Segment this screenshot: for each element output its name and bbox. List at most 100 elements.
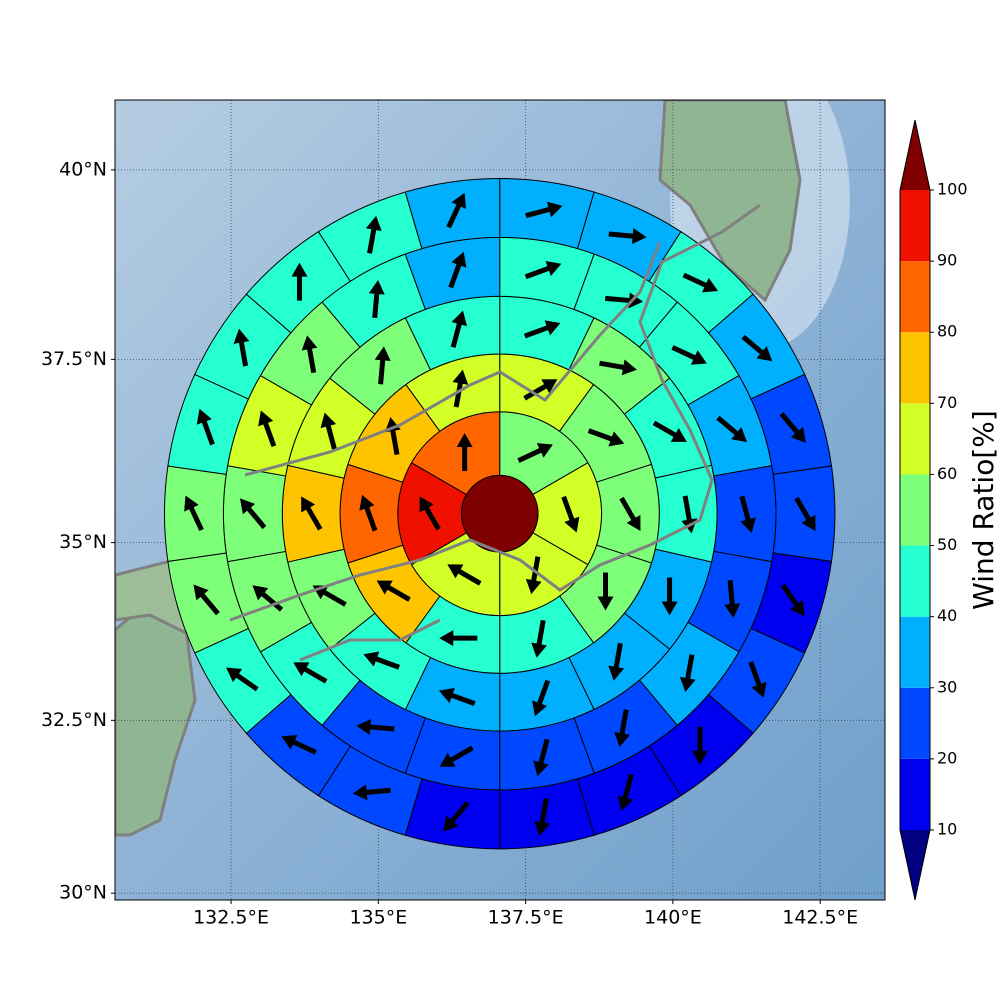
wind-arrow (524, 261, 562, 280)
colorbar-bin (900, 261, 930, 333)
colorbar-bin (900, 545, 930, 617)
y-tick-label: 32.5°N (41, 709, 107, 731)
wind-arrow (301, 335, 318, 374)
wind-arrow (682, 272, 719, 293)
wind-arrow (419, 496, 441, 531)
wind-arrow (363, 651, 400, 670)
wind-arrow (226, 667, 259, 692)
x-tick-label: 142.5°E (782, 907, 858, 929)
colorbar-tick-label: 20 (937, 748, 957, 767)
wind-arrow (679, 654, 696, 693)
wind-arrow (614, 709, 630, 748)
colorbar-label: Wind Ratio[%] (967, 410, 1000, 610)
wind-arrow (439, 630, 478, 647)
coastline (244, 241, 662, 477)
wind-arrow (561, 495, 580, 533)
wind-arrow (456, 432, 473, 471)
wind-arrow (452, 369, 469, 408)
wind-arrow (233, 328, 250, 367)
wind-arrow (376, 580, 411, 602)
wind-arrow (281, 734, 317, 755)
wind-arrow (450, 310, 468, 348)
wind-arrow (532, 679, 551, 717)
wind-arrow (301, 496, 323, 531)
wind-arrow (447, 564, 482, 586)
wind-arrow (523, 379, 558, 401)
y-tick-label: 30°N (59, 882, 107, 904)
y-tick-label: 40°N (59, 158, 107, 180)
y-tick-label: 35°N (59, 531, 107, 553)
colorbar-over (900, 120, 930, 190)
wind-arrow (184, 495, 204, 532)
wind-grid (164, 177, 836, 850)
wind-arrow (443, 800, 470, 832)
wind-arrow (240, 498, 267, 530)
colorbar-tick-label: 10 (937, 820, 957, 839)
wind-arrow (312, 585, 347, 607)
grid-cell (499, 778, 595, 850)
wind-arrow (617, 773, 634, 812)
wind-arrow (446, 192, 466, 229)
colorbar-bin (900, 474, 930, 546)
plot-frame (114, 99, 886, 901)
wind-arrow (374, 346, 391, 385)
wind-arrow (525, 201, 563, 219)
x-tick-label: 140°E (644, 907, 702, 929)
wind-arrow (671, 345, 707, 365)
wind-arrow (438, 687, 476, 706)
wind-arrow (608, 228, 647, 245)
x-tick-label: 132.5°E (193, 907, 269, 929)
wind-arrow (356, 718, 395, 735)
wind-arrow (352, 784, 391, 801)
wind-arrow (724, 579, 741, 619)
wind-arrow (533, 738, 550, 777)
wind-arrow (534, 798, 551, 837)
colorbar-tick-label: 100 (937, 180, 968, 199)
x-tick-label: 137.5°E (488, 907, 564, 929)
wind-arrow (779, 412, 806, 443)
wind-arrow (716, 415, 747, 443)
colorbar-bin (900, 190, 930, 262)
wind-arrow (587, 428, 625, 447)
wind-arrow (359, 494, 378, 532)
colorbar-bin (900, 403, 930, 475)
wind-arrow (780, 583, 805, 617)
wind-arrow (523, 320, 561, 339)
colorbar-bin (900, 687, 930, 759)
wind-arrow (794, 496, 816, 532)
coastline (229, 203, 761, 622)
colorbar-under (900, 830, 930, 900)
y-tick-label: 37.5°N (41, 348, 107, 370)
colorbar-bin (900, 332, 930, 404)
wind-arrow (597, 572, 614, 611)
grid-cell (404, 778, 501, 850)
colorbar-bin (900, 758, 930, 830)
wind-arrow (748, 661, 767, 698)
colorbar-tick-label: 30 (937, 677, 957, 696)
wind-arrow (448, 251, 467, 289)
wind-arrow (531, 619, 547, 658)
wind-arrow (741, 334, 773, 362)
colorbar-tick-label: 80 (937, 322, 957, 341)
wind-arrow (365, 215, 382, 254)
wind-arrow (525, 556, 542, 595)
wind-arrow (604, 292, 644, 309)
wind-arrow (368, 279, 385, 319)
wind-arrow (320, 412, 337, 450)
colorbar-bin (900, 616, 930, 688)
x-tick-label: 135°E (349, 907, 407, 929)
wind-arrow (439, 745, 474, 767)
grid-cell (499, 177, 595, 250)
wind-arrow (291, 262, 308, 301)
wind-arrow (661, 577, 678, 616)
wind-arrow (196, 408, 215, 446)
coastlines (229, 203, 761, 662)
wind-arrow (258, 410, 277, 448)
colorbar-tick-label: 50 (937, 535, 957, 554)
land (658, 100, 802, 303)
wind-arrow (739, 495, 756, 534)
colorbar-tick-label: 90 (937, 251, 957, 270)
colorbar-tick-label: 40 (937, 606, 957, 625)
wind-arrow (608, 642, 625, 681)
